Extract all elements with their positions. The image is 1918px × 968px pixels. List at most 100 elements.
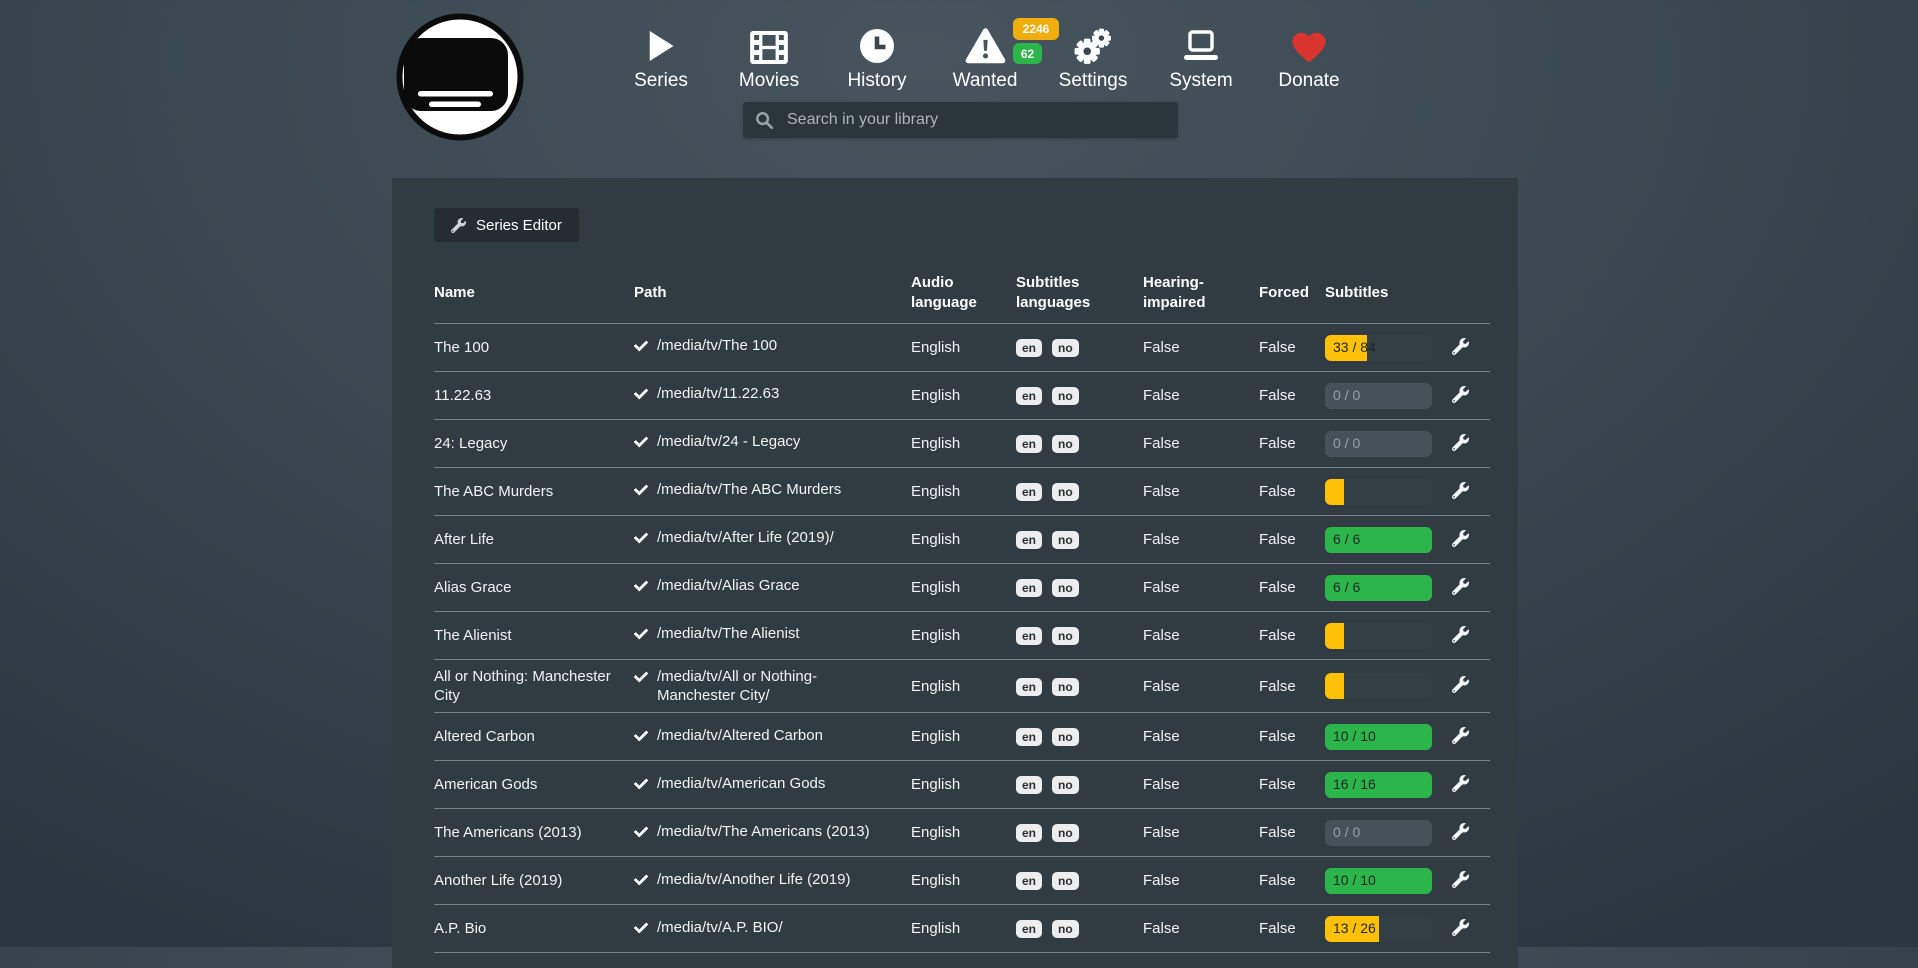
subtitles-progress-label: 6 / 6: [1333, 578, 1361, 595]
column-header: Forced: [1259, 283, 1310, 301]
nav-item-history[interactable]: History: [823, 16, 931, 92]
language-badge: no: [1052, 920, 1079, 939]
language-badge: no: [1052, 578, 1079, 597]
edit-series-button[interactable]: [1448, 915, 1473, 943]
table-row: A.P. Bio/media/tv/A.P. BIO/English en no Fa…: [434, 905, 1490, 954]
path-text: /media/tv/Another Life (2019): [657, 870, 851, 888]
table-row: After Life/media/tv/After Life (2019)/ En…: [434, 516, 1490, 564]
table-row: 24: Legacy/media/tv/24 - Legacy English en…: [434, 420, 1490, 468]
main-nav: Series Movies History 2246 62 Wanted Settings S…: [607, 16, 1363, 92]
nav-item-system[interactable]: System: [1147, 16, 1255, 92]
table-row: The 100/media/tv/The 100 English en no False…: [434, 324, 1490, 372]
wrench-icon: [1451, 529, 1469, 550]
nav-item-movies[interactable]: Movies: [715, 16, 823, 92]
language-badge: no: [1052, 824, 1079, 843]
forced-value: False: [1259, 482, 1296, 500]
play-icon: [646, 16, 676, 64]
subtitles-progress-bar: 0 / 0: [1325, 819, 1432, 846]
language-badge: en: [1016, 626, 1043, 645]
series-editor-button[interactable]: Series Editor: [434, 208, 579, 242]
path-text: /media/tv/A.P. BIO/: [657, 918, 783, 936]
series-path: /media/tv/The Americans (2013): [634, 815, 911, 851]
subtitle-languages: en no: [1016, 864, 1143, 897]
language-badge: en: [1016, 530, 1043, 549]
series-table: Name Path Audio language Subtitles language…: [434, 262, 1490, 954]
edit-series-button[interactable]: [1448, 723, 1473, 751]
edit-series-button[interactable]: [1448, 382, 1473, 410]
nav-badge: 2246: [1013, 18, 1059, 40]
series-name: A.P. Bio: [434, 920, 487, 938]
edit-series-button[interactable]: [1448, 622, 1473, 650]
subtitles-progress-bar: 13 / 26: [1325, 915, 1432, 942]
forced-value: False: [1259, 920, 1296, 938]
edit-series-button[interactable]: [1448, 672, 1473, 700]
forced-value: False: [1259, 677, 1296, 695]
subtitle-languages: en no: [1016, 912, 1143, 945]
table-row: The Americans (2013) /media/tv/The Americ…: [434, 809, 1490, 858]
edit-series-button[interactable]: [1448, 819, 1473, 847]
column-header: Path: [634, 283, 667, 301]
check-icon: [634, 483, 648, 502]
path-text: /media/tv/The Americans (2013): [657, 822, 870, 840]
language-badge: en: [1016, 728, 1043, 747]
wrench-icon: [1451, 918, 1469, 939]
heart-icon: [1290, 16, 1328, 64]
table-row: The ABC Murders/media/tv/The ABC Murders…: [434, 468, 1490, 516]
search-input[interactable]: [785, 110, 1166, 130]
wrench-icon: [451, 217, 466, 233]
series-path: /media/tv/11.22.63: [634, 377, 911, 413]
subtitle-languages: en no: [1016, 427, 1143, 460]
check-icon: [634, 339, 648, 358]
subtitles-progress-label: 0 / 0: [1333, 434, 1361, 451]
series-name: The Alienist: [434, 626, 512, 644]
edit-series-button[interactable]: [1448, 478, 1473, 506]
edit-series-button[interactable]: [1448, 430, 1473, 458]
edit-series-button[interactable]: [1448, 867, 1473, 895]
edit-series-button[interactable]: [1448, 771, 1473, 799]
series-editor-label: Series Editor: [476, 216, 562, 234]
wrench-icon: [1451, 822, 1469, 843]
nav-item-wanted[interactable]: 2246 62 Wanted: [931, 16, 1059, 92]
series-name: After Life: [434, 530, 495, 548]
subtitles-progress-label: 6 / 6: [1333, 530, 1361, 547]
series-path: /media/tv/A.P. BIO/: [634, 911, 911, 947]
path-text: /media/tv/24 - Legacy: [657, 433, 801, 451]
subtitles-progress-bar: 10 / 10: [1325, 867, 1432, 894]
column-header: Subtitles: [1325, 283, 1389, 301]
subtitle-languages: en no: [1016, 475, 1143, 508]
language-badge: en: [1016, 386, 1043, 405]
nav-item-settings[interactable]: Settings: [1039, 16, 1147, 92]
series-name: The 100: [434, 338, 490, 356]
edit-series-button[interactable]: [1448, 574, 1473, 602]
nav-item-series[interactable]: Series: [607, 16, 715, 92]
column-header: Name: [434, 283, 475, 301]
subtitles-progress-label: 0 / 0: [1333, 386, 1361, 403]
series-path: /media/tv/Altered Carbon: [634, 719, 911, 755]
edit-series-button[interactable]: [1448, 334, 1473, 362]
search-box[interactable]: [743, 102, 1178, 138]
series-name: American Gods: [434, 776, 538, 794]
subtitle-languages: en no: [1016, 523, 1143, 556]
series-name: Another Life (2019): [434, 872, 563, 890]
check-icon: [634, 777, 648, 796]
check-icon: [634, 825, 648, 844]
wrench-icon: [1451, 676, 1469, 696]
language-badge: no: [1052, 482, 1079, 501]
edit-series-button[interactable]: [1448, 526, 1473, 554]
column-header: Audio language: [911, 274, 977, 311]
nav-item-donate[interactable]: Donate: [1255, 16, 1363, 92]
check-icon: [634, 579, 648, 598]
app-logo-icon[interactable]: [396, 13, 524, 141]
wrench-icon: [1451, 870, 1469, 891]
subtitles-progress-label: 10 / 10: [1333, 727, 1376, 744]
language-badge: en: [1016, 677, 1043, 696]
audio-language: English: [911, 824, 961, 842]
subtitles-progress-label: 16 / 16: [1333, 775, 1376, 792]
series-name: Altered Carbon: [434, 728, 535, 746]
audio-language: English: [911, 677, 961, 695]
subtitle-languages: en no: [1016, 720, 1143, 753]
table-row: All or Nothing: Manchester City/media/tv…: [434, 660, 1490, 714]
subtitles-progress-bar: 0 / 0: [1325, 430, 1432, 457]
series-name: All or Nothing: Manchester City: [434, 668, 611, 705]
language-badge: no: [1052, 776, 1079, 795]
